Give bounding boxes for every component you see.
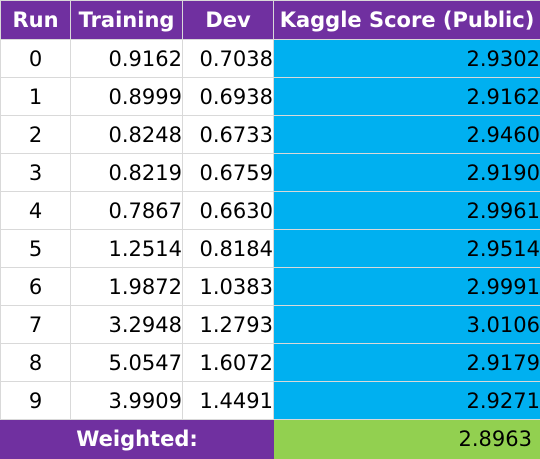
cell-dev: 1.4491 [183, 382, 274, 420]
cell-run: 3 [1, 154, 71, 192]
table-row: 9 3.9909 1.4491 2.9271 [1, 382, 540, 420]
cell-training: 0.7867 [71, 192, 183, 230]
cell-run: 2 [1, 116, 71, 154]
cell-kaggle-score: 2.9271 [274, 382, 540, 420]
cell-training: 1.9872 [71, 268, 183, 306]
table-row: 3 0.8219 0.6759 2.9190 [1, 154, 540, 192]
header-run: Run [1, 1, 71, 40]
cell-training: 3.9909 [71, 382, 183, 420]
cell-kaggle-score: 2.9460 [274, 116, 540, 154]
cell-dev: 1.6072 [183, 344, 274, 382]
cell-dev: 1.0383 [183, 268, 274, 306]
weighted-label: Weighted: [1, 420, 274, 459]
table-row: 7 3.2948 1.2793 3.0106 [1, 306, 540, 344]
cell-run: 5 [1, 230, 71, 268]
footer-row: Weighted: 2.8963 [1, 420, 540, 459]
header-row: Run Training Dev Kaggle Score (Public) [1, 1, 540, 40]
cell-training: 3.2948 [71, 306, 183, 344]
cell-kaggle-score: 2.9991 [274, 268, 540, 306]
cell-run: 0 [1, 40, 71, 78]
cell-run: 9 [1, 382, 71, 420]
cell-run: 8 [1, 344, 71, 382]
cell-dev: 0.6759 [183, 154, 274, 192]
cell-kaggle-score: 3.0106 [274, 306, 540, 344]
table-row: 6 1.9872 1.0383 2.9991 [1, 268, 540, 306]
weighted-value: 2.8963 [274, 420, 540, 459]
table-row: 2 0.8248 0.6733 2.9460 [1, 116, 540, 154]
cell-training: 5.0547 [71, 344, 183, 382]
cell-training: 0.8248 [71, 116, 183, 154]
cell-training: 0.9162 [71, 40, 183, 78]
cell-dev: 1.2793 [183, 306, 274, 344]
cell-dev: 0.6630 [183, 192, 274, 230]
cell-dev: 0.8184 [183, 230, 274, 268]
cell-kaggle-score: 2.9190 [274, 154, 540, 192]
header-training: Training [71, 1, 183, 40]
cell-run: 6 [1, 268, 71, 306]
cell-kaggle-score: 2.9514 [274, 230, 540, 268]
cell-kaggle-score: 2.9961 [274, 192, 540, 230]
cell-kaggle-score: 2.9179 [274, 344, 540, 382]
cell-training: 0.8219 [71, 154, 183, 192]
cell-dev: 0.6938 [183, 78, 274, 116]
header-dev: Dev [183, 1, 274, 40]
table-row: 8 5.0547 1.6072 2.9179 [1, 344, 540, 382]
cell-training: 0.8999 [71, 78, 183, 116]
cell-dev: 0.7038 [183, 40, 274, 78]
cell-run: 7 [1, 306, 71, 344]
header-kaggle-score: Kaggle Score (Public) [274, 1, 540, 40]
cell-dev: 0.6733 [183, 116, 274, 154]
table-row: 5 1.2514 0.8184 2.9514 [1, 230, 540, 268]
cell-run: 4 [1, 192, 71, 230]
cell-kaggle-score: 2.9302 [274, 40, 540, 78]
cell-run: 1 [1, 78, 71, 116]
table-row: 4 0.7867 0.6630 2.9961 [1, 192, 540, 230]
cell-kaggle-score: 2.9162 [274, 78, 540, 116]
table-row: 0 0.9162 0.7038 2.9302 [1, 40, 540, 78]
cell-training: 1.2514 [71, 230, 183, 268]
table-row: 1 0.8999 0.6938 2.9162 [1, 78, 540, 116]
